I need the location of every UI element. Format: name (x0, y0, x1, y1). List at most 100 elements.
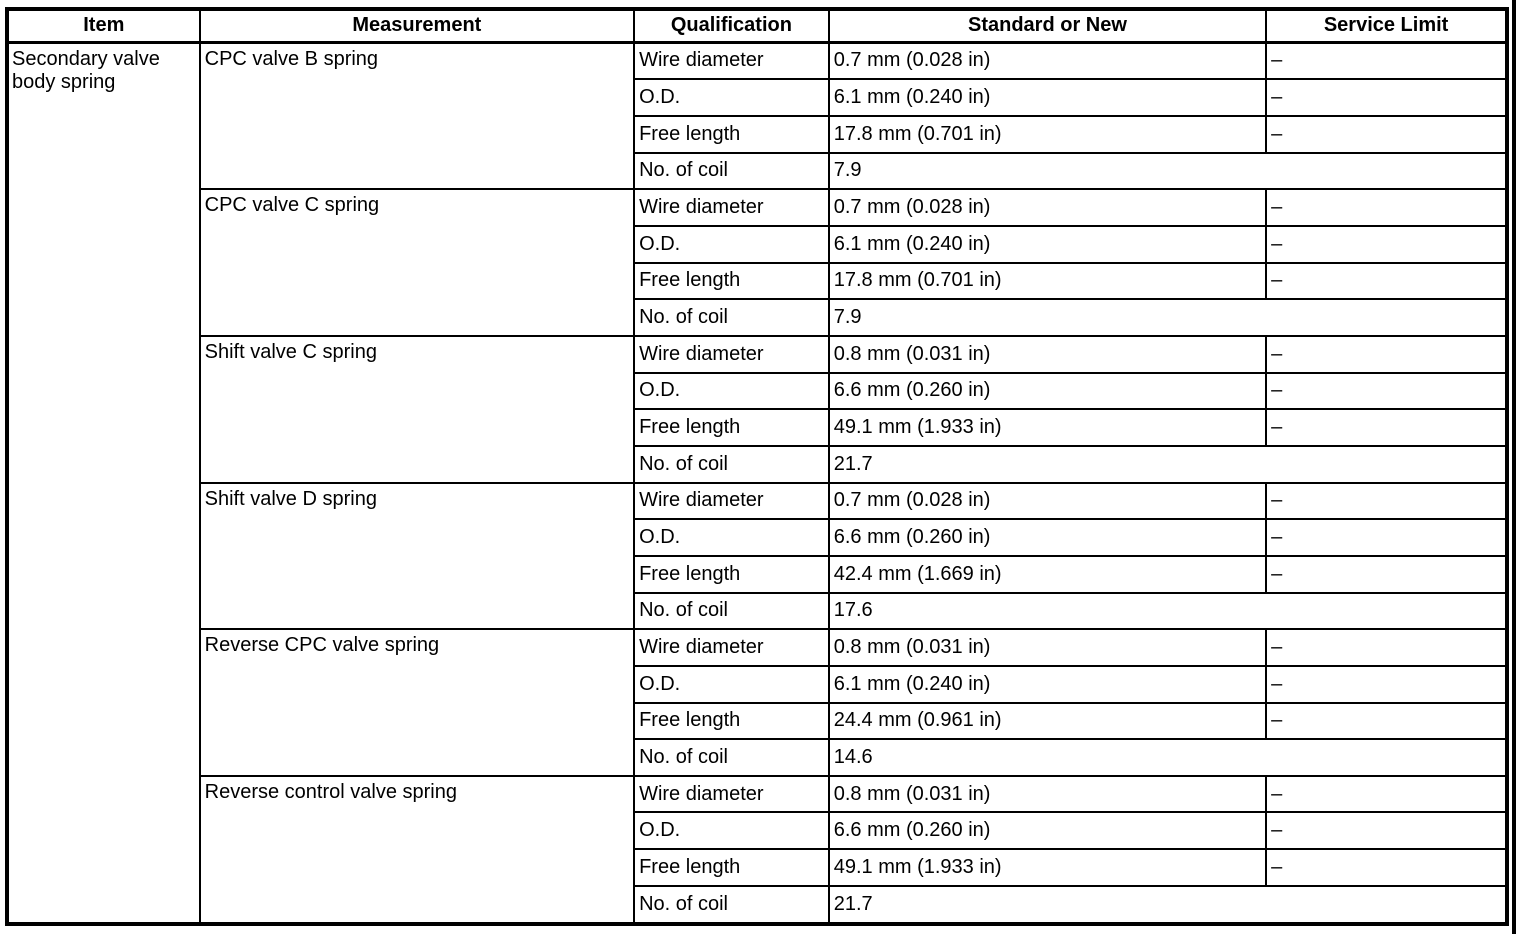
table-row: Free length 17.8 mm (0.701 in) – (7, 261, 1508, 301)
standard-cell: 0.8 mm (0.031 in) (827, 774, 1268, 814)
table-row: Free length 42.4 mm (1.669 in) – (7, 554, 1508, 594)
qualification-cell: No. of coil (633, 151, 830, 191)
table-row: Reverse CPC valve spring Wire diameter 0.8… (7, 628, 1508, 777)
service-limit-cell: – (1265, 701, 1508, 741)
measurement-cell: CPC valve B spring (198, 40, 636, 191)
qualification-cell: No. of coil (633, 591, 830, 631)
standard-cell: 14.6 (827, 738, 1509, 777)
service-limit-cell: – (1265, 261, 1508, 301)
service-limit-cell: – (1265, 518, 1508, 557)
standard-cell: 24.4 mm (0.961 in) (827, 701, 1268, 741)
page-edge-line (1512, 0, 1516, 934)
standard-cell: 21.7 (827, 444, 1509, 484)
service-limit-cell: – (1265, 115, 1508, 154)
table-row: No. of coil 17.6 (7, 591, 1509, 631)
standard-cell: 6.6 mm (0.260 in) (827, 371, 1268, 411)
service-limit-cell: – (1265, 78, 1508, 117)
standard-cell: 6.1 mm (0.240 in) (827, 224, 1268, 264)
column-header-item: Item (6, 8, 201, 44)
service-limit-cell: – (1265, 628, 1508, 667)
column-header-qualification: Qualification (633, 8, 830, 44)
qualification-cell: Wire diameter (633, 774, 830, 814)
service-limit-cell: – (1265, 664, 1508, 704)
table-row: Free length 49.1 mm (1.933 in) – (7, 848, 1508, 887)
standard-cell: 17.8 mm (0.701 in) (827, 261, 1268, 301)
qualification-cell: O.D. (633, 664, 830, 704)
column-header-standard-or-new: Standard or New (827, 8, 1268, 44)
measurement-cell: Reverse control valve spring (198, 774, 636, 926)
table-row: O.D. 6.1 mm (0.240 in) – (7, 224, 1508, 264)
standard-cell: 7.9 (827, 298, 1509, 337)
service-limit-cell: – (1265, 811, 1508, 851)
table-row: Free length 24.4 mm (0.961 in) – (7, 701, 1508, 741)
table-row: O.D. 6.6 mm (0.260 in) – (7, 811, 1508, 851)
table-row: No. of coil 21.7 (7, 884, 1509, 926)
standard-cell: 42.4 mm (1.669 in) (827, 554, 1268, 594)
qualification-cell: Wire diameter (633, 628, 830, 667)
table-row: No. of coil 21.7 (7, 444, 1509, 484)
service-limit-cell: – (1265, 774, 1508, 814)
qualification-cell: O.D. (633, 811, 830, 851)
service-limit-cell: – (1265, 481, 1508, 521)
qualification-cell: No. of coil (633, 444, 830, 484)
table-row: No. of coil 14.6 (7, 738, 1509, 777)
standard-cell: 0.8 mm (0.031 in) (827, 628, 1268, 667)
service-limit-cell: – (1265, 848, 1508, 887)
table-row: O.D. 6.6 mm (0.260 in) – (7, 371, 1508, 411)
table-row: No. of coil 7.9 (7, 298, 1509, 337)
qualification-cell: No. of coil (633, 298, 830, 337)
table-row: Secondary valve body spring CPC valve B s… (6, 40, 1508, 925)
standard-cell: 6.1 mm (0.240 in) (827, 664, 1268, 704)
standard-cell: 6.6 mm (0.260 in) (827, 811, 1268, 851)
qualification-cell: Wire diameter (633, 334, 830, 374)
measurement-cell: CPC valve C spring (198, 188, 636, 337)
table-row: Free length 17.8 mm (0.701 in) – (7, 115, 1508, 154)
qualification-cell: No. of coil (633, 738, 830, 777)
standard-cell: 0.7 mm (0.028 in) (827, 188, 1268, 227)
service-limit-cell: – (1265, 188, 1508, 227)
table-row: Free length 49.1 mm (1.933 in) – (7, 408, 1508, 447)
qualification-cell: Free length (633, 554, 830, 594)
qualification-cell: Free length (633, 115, 830, 154)
column-header-measurement: Measurement (198, 8, 636, 44)
standard-cell: 6.1 mm (0.240 in) (827, 78, 1268, 117)
qualification-cell: O.D. (633, 371, 830, 411)
standard-cell: 7.9 (827, 151, 1509, 191)
standard-cell: 0.7 mm (0.028 in) (827, 481, 1268, 521)
measurement-cell: Reverse CPC valve spring (198, 628, 636, 777)
service-limit-cell: – (1265, 554, 1508, 594)
standard-cell: 17.6 (827, 591, 1509, 631)
standard-cell: 0.8 mm (0.031 in) (827, 334, 1268, 374)
table-row: Reverse control valve spring Wire diamete… (7, 774, 1508, 926)
column-header-service-limit: Service Limit (1265, 8, 1508, 44)
service-limit-cell: – (1265, 224, 1508, 264)
qualification-cell: Free length (633, 261, 830, 301)
qualification-cell: Free length (633, 701, 830, 741)
table-row: No. of coil 7.9 (7, 151, 1509, 191)
table-row: O.D. 6.6 mm (0.260 in) – (7, 518, 1508, 557)
measurement-cell: Shift valve D spring (198, 481, 636, 631)
standard-cell: 17.8 mm (0.701 in) (827, 115, 1268, 154)
qualification-cell: Wire diameter (633, 188, 830, 227)
qualification-cell: Wire diameter (633, 40, 830, 81)
table-row: O.D. 6.1 mm (0.240 in) – (7, 78, 1508, 117)
qualification-cell: Free length (633, 408, 830, 447)
measurement-cell: Shift valve C spring (198, 334, 636, 484)
standard-cell: 6.6 mm (0.260 in) (827, 518, 1268, 557)
qualification-cell: Wire diameter (633, 481, 830, 521)
table-row: O.D. 6.1 mm (0.240 in) – (7, 664, 1508, 704)
service-limit-cell: – (1265, 408, 1508, 447)
service-limit-cell: – (1265, 371, 1508, 411)
spring-spec-table: Item Measurement Qualification Standard or … (5, 7, 1509, 926)
standard-cell: 0.7 mm (0.028 in) (827, 40, 1268, 81)
item-cell: Secondary valve body spring (6, 41, 201, 925)
standard-cell: 49.1 mm (1.933 in) (827, 848, 1268, 887)
standard-cell: 49.1 mm (1.933 in) (827, 408, 1268, 447)
qualification-cell: Free length (633, 848, 830, 887)
qualification-cell: No. of coil (633, 884, 830, 926)
service-limit-cell: – (1265, 40, 1508, 81)
table-row: Shift valve D spring Wire diameter 0.7 mm … (7, 481, 1508, 631)
service-limit-cell: – (1265, 334, 1508, 374)
table-header-row: Item Measurement Qualification Standard or … (6, 8, 1508, 44)
qualification-cell: O.D. (633, 224, 830, 264)
